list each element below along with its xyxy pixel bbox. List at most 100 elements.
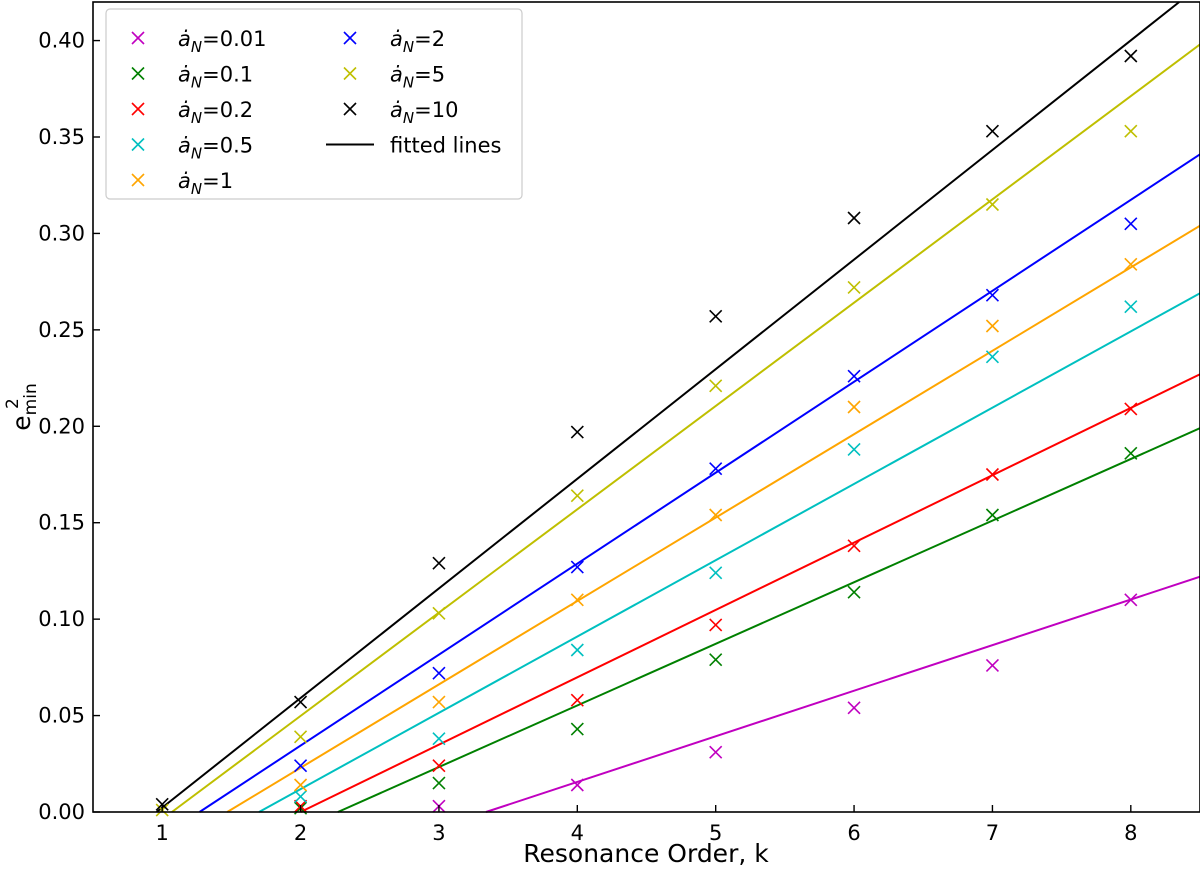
data-markers-layer: [155, 49, 1138, 817]
legend-label: ȧN=0.5: [178, 134, 253, 163]
data-point-marker: [985, 467, 1000, 482]
data-point-marker: [847, 369, 861, 383]
legend-marker: [343, 66, 357, 81]
legend-item: ȧN=10: [343, 98, 458, 127]
data-point-marker: [847, 211, 861, 225]
data-point-marker: [432, 776, 446, 790]
legend-marker: [131, 31, 145, 45]
data-point-marker: [1124, 124, 1138, 138]
fitted-line: [300, 373, 1200, 813]
y-tick-label: 0.25: [38, 318, 85, 342]
y-tick-label: 0.35: [38, 125, 85, 149]
x-tick-label: 7: [986, 821, 999, 845]
data-point-marker: [570, 693, 584, 707]
legend-label: ȧN=0.2: [178, 98, 253, 127]
y-tick-label: 0.00: [38, 800, 85, 824]
x-tick-label: 8: [1124, 821, 1137, 845]
data-point-marker: [432, 732, 446, 746]
data-point-marker: [570, 643, 584, 657]
data-point-marker: [847, 280, 861, 294]
data-point-marker: [1124, 217, 1138, 231]
data-point-marker: [847, 585, 861, 599]
legend-marker: [131, 102, 145, 116]
fitted-line: [337, 427, 1200, 813]
data-point-marker: [847, 539, 861, 553]
data-point-marker: [293, 778, 308, 792]
legend-item: ȧN=5: [343, 63, 445, 92]
y-tick-label: 0.20: [38, 414, 85, 438]
y-tick-label: 0.10: [38, 607, 85, 631]
legend-marker: [131, 66, 145, 81]
data-point-marker: [432, 759, 446, 773]
x-tick-label: 1: [156, 821, 169, 845]
data-point-marker: [709, 462, 723, 476]
data-point-marker: [293, 695, 308, 709]
data-point-marker: [985, 319, 1000, 333]
legend-label: ȧN=5: [390, 63, 445, 92]
y-tick-label: 0.05: [38, 704, 85, 728]
data-point-marker: [985, 508, 1000, 522]
data-point-marker: [1124, 257, 1138, 271]
legend-label: fitted lines: [390, 134, 501, 158]
x-axis-label: Resonance Order, k: [523, 839, 769, 868]
data-point-marker: [432, 695, 446, 709]
data-point-marker: [709, 653, 723, 667]
data-point-marker: [293, 759, 308, 773]
legend-item: ȧN=0.1: [131, 63, 253, 92]
data-point-marker: [570, 722, 584, 736]
data-point-marker: [570, 489, 584, 503]
x-tick-label: 4: [571, 821, 584, 845]
data-point-marker: [432, 606, 446, 620]
data-point-marker: [570, 425, 584, 439]
y-tick-label: 0.40: [38, 29, 85, 53]
data-point-marker: [432, 666, 446, 680]
legend-marker: [131, 173, 145, 187]
legend-label: ȧN=1: [178, 169, 233, 198]
data-point-marker: [985, 124, 1000, 138]
legend-box: [105, 8, 523, 200]
y-tick-label: 0.15: [38, 511, 85, 535]
y-axis-label-base: e: [7, 415, 36, 430]
data-point-marker: [570, 778, 584, 792]
data-point-marker: [709, 508, 723, 522]
legend-label: ȧN=2: [390, 27, 445, 56]
fitted-lines-layer: [156, 1, 1200, 813]
data-point-marker: [570, 593, 584, 607]
fitted-line: [258, 292, 1200, 813]
data-point-marker: [985, 288, 1000, 302]
x-tick-label: 6: [847, 821, 860, 845]
legend-item: ȧN=0.2: [131, 98, 253, 127]
svg-text:emin: emin: [7, 383, 41, 430]
data-point-marker: [1124, 593, 1138, 607]
fitted-line: [226, 224, 1200, 813]
fitted-line: [156, 1, 1180, 813]
y-tick-label: 0.30: [38, 221, 85, 245]
data-point-marker: [709, 618, 723, 632]
fitted-line: [198, 153, 1200, 813]
data-point-marker: [1124, 49, 1138, 63]
data-point-marker: [432, 556, 446, 570]
data-point-marker: [1124, 402, 1138, 416]
fitted-line: [485, 575, 1200, 813]
legend-marker: [343, 31, 357, 45]
data-point-marker: [293, 790, 308, 804]
x-axis-ticks: 1 2 3 4 5 6 7 8: [156, 805, 1138, 845]
data-point-marker: [985, 658, 1000, 672]
data-point-marker: [709, 309, 723, 323]
data-point-marker: [570, 560, 584, 574]
data-point-marker: [709, 566, 723, 580]
data-point-marker: [1124, 446, 1138, 460]
data-point-marker: [985, 197, 1000, 212]
legend-item: ȧN=2: [343, 27, 445, 56]
y-axis-label: emin 2: [3, 383, 41, 430]
data-point-marker: [985, 350, 1000, 364]
data-point-marker: [847, 400, 861, 414]
x-tick-label: 3: [432, 821, 445, 845]
legend-item: ȧN=1: [131, 169, 233, 198]
y-axis-ticks: 0.00 0.05 0.10 0.15 0.20 0.25 0.30 0.35 0.40: [38, 29, 100, 824]
legend-label: ȧN=10: [390, 98, 458, 127]
data-point-marker: [847, 701, 861, 715]
data-point-marker: [709, 379, 723, 393]
legend-item: ȧN=0.5: [131, 134, 253, 163]
